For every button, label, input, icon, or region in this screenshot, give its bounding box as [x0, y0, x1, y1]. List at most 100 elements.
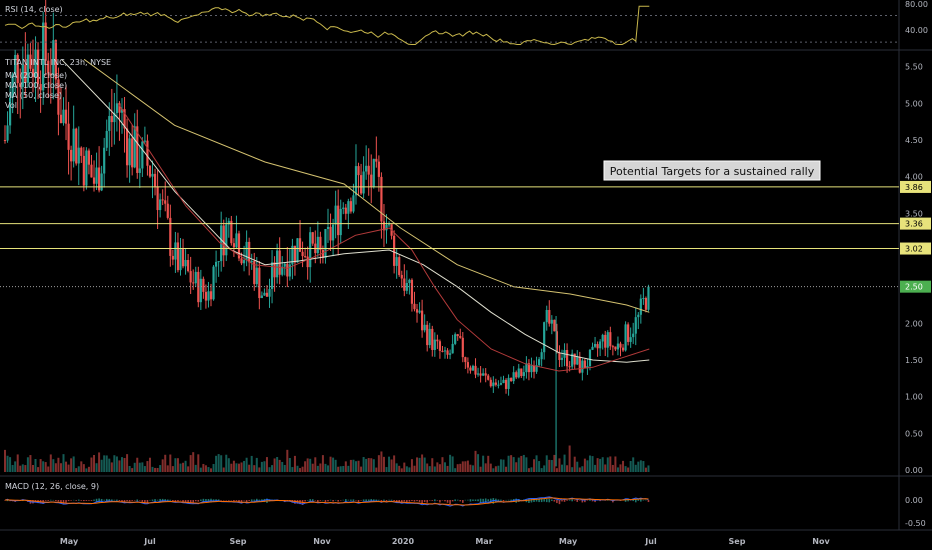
volume-bar: [637, 461, 640, 472]
volume-bar: [614, 456, 617, 472]
time-axis-tick: 2020: [392, 537, 415, 546]
macd-hist-bar: [85, 500, 88, 501]
candle-body: [225, 224, 228, 256]
macd-hist-bar: [647, 500, 650, 503]
annotation-box[interactable]: [603, 160, 821, 181]
macd-hist-bar: [131, 500, 133, 501]
candles: [3, 0, 650, 467]
volume-bar: [77, 466, 80, 472]
volume-bar: [639, 460, 642, 472]
volume-bar: [634, 464, 637, 472]
candle-body: [525, 363, 528, 373]
macd-hist-bar: [103, 499, 105, 501]
candle-body: [202, 278, 205, 292]
macd-hist-bar: [334, 499, 337, 501]
macd-hist-bar: [60, 500, 62, 503]
macd-hist-bar: [230, 500, 233, 501]
volume-bar: [278, 459, 281, 472]
candle-body: [510, 377, 513, 382]
candle-body: [497, 384, 500, 386]
candle-body: [591, 346, 594, 350]
volume-bar: [410, 459, 413, 472]
volume-bar: [4, 449, 6, 472]
macd-signal-line[interactable]: [4, 497, 649, 506]
volume-bar: [388, 456, 391, 472]
candle-body: [166, 203, 169, 218]
volume-bar: [357, 460, 360, 472]
macd-hist-bar: [355, 500, 357, 501]
macd-hist-bar: [640, 499, 642, 502]
volume-bar: [632, 457, 635, 472]
volume-bar: [146, 461, 149, 472]
candle-body: [548, 309, 551, 324]
volume-bar: [466, 460, 469, 472]
candle-body: [372, 158, 375, 187]
macd-hist-bar: [413, 500, 416, 502]
candle-body: [293, 245, 297, 263]
volume-bar: [512, 457, 515, 472]
macd-hist-bar: [502, 500, 505, 502]
candle-body: [16, 54, 19, 84]
time-axis-tick: Sep: [729, 537, 746, 546]
candle-body: [581, 360, 584, 373]
candle-body: [133, 126, 136, 168]
candle-body: [321, 249, 325, 259]
macd-hist-bar: [406, 500, 408, 503]
candle-body: [433, 339, 436, 350]
volume-bar: [293, 455, 296, 472]
candle-body: [98, 167, 101, 191]
volume-bar: [609, 456, 612, 472]
volume-bar: [265, 457, 268, 472]
volume-bar: [197, 454, 200, 472]
volume-bar: [227, 458, 230, 472]
macd-hist-bar: [477, 499, 479, 502]
macd-hist-bar: [474, 499, 477, 501]
macd-hist-bar: [245, 500, 248, 502]
macd-hist-bar: [601, 500, 604, 501]
candle-body: [616, 343, 620, 350]
candle-body: [159, 199, 162, 211]
macd-hist-bar: [395, 500, 398, 503]
candle-body: [113, 113, 116, 123]
candle-body: [39, 84, 42, 91]
volume-bar: [136, 457, 139, 472]
candle-body: [459, 336, 462, 338]
candle-body: [85, 150, 88, 186]
candle-body: [123, 109, 126, 129]
volume-bar: [176, 458, 179, 472]
price-axis-tick: 1.50: [905, 356, 923, 365]
candle-body: [349, 201, 352, 212]
ma-200-line[interactable]: [83, 58, 650, 313]
macd-hist-bar: [551, 499, 553, 501]
candle-body: [456, 334, 459, 337]
candle-body: [576, 356, 579, 365]
macd-hist-bar: [408, 500, 411, 502]
volume-bar: [225, 454, 228, 472]
candle-body: [3, 140, 7, 141]
volume-bar: [492, 468, 495, 472]
volume-bar: [24, 465, 27, 472]
candle-body: [105, 130, 108, 148]
candle-body: [214, 261, 218, 267]
macd-hist-bar: [467, 499, 469, 501]
candle-body: [474, 365, 477, 375]
candle-body: [181, 248, 185, 267]
candle-body: [413, 303, 416, 310]
macd-line[interactable]: [4, 496, 649, 507]
macd-axis-tick: 0.00: [905, 496, 923, 505]
volume-bar: [324, 463, 327, 472]
candle-body: [21, 64, 24, 87]
macd-hist-bar: [72, 499, 75, 501]
volume-bar: [250, 455, 253, 472]
candle-body: [540, 352, 543, 360]
macd-hist-bar: [174, 500, 177, 502]
rsi-line[interactable]: [4, 5, 650, 46]
volume-bar: [52, 459, 55, 472]
macd-hist-bar: [637, 499, 640, 501]
ma-50-line[interactable]: [117, 103, 650, 372]
candle-body: [260, 295, 263, 299]
volume-bar: [90, 457, 93, 472]
ma-100-line[interactable]: [61, 58, 650, 363]
